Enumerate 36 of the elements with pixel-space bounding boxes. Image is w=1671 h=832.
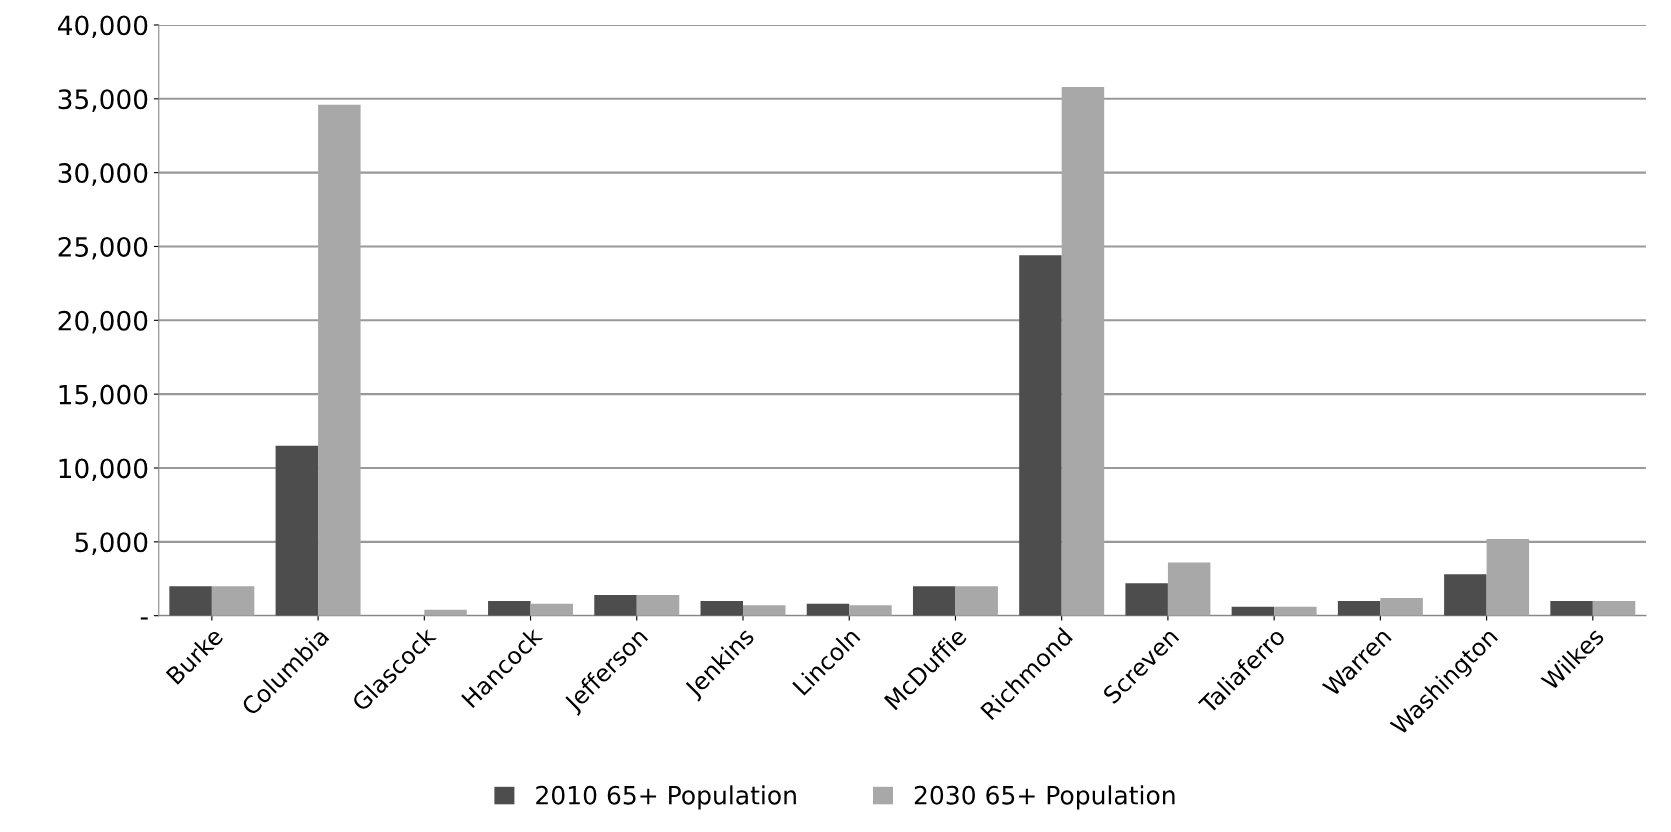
bar <box>912 586 956 616</box>
bar <box>1444 574 1487 616</box>
legend-label: 2030 65+ Population <box>914 785 1175 810</box>
bar <box>318 104 361 616</box>
y-tick-label: 15,000 <box>59 384 148 408</box>
bar <box>1550 600 1593 616</box>
bar <box>700 600 743 616</box>
y-tick-label: 20,000 <box>58 310 148 334</box>
bar <box>1486 538 1530 616</box>
bar <box>1380 597 1423 616</box>
bar <box>955 586 998 616</box>
bar <box>636 595 680 616</box>
y-tick-label: 5,000 <box>75 532 148 555</box>
y-tick-label: - <box>140 617 148 620</box>
bar <box>1592 600 1636 616</box>
y-tick-label: 10,000 <box>59 458 148 482</box>
bar <box>530 603 574 616</box>
bar <box>806 603 850 616</box>
bar <box>1061 86 1105 616</box>
bar <box>849 605 892 616</box>
bar <box>488 600 531 616</box>
bar <box>1125 583 1168 616</box>
bar <box>1274 606 1317 616</box>
bar <box>1337 600 1381 616</box>
bar <box>275 445 319 616</box>
legend-label: 2010 65+ Population <box>536 785 796 810</box>
bar <box>743 605 786 616</box>
y-tick-label: 25,000 <box>58 236 148 260</box>
bar <box>1167 562 1211 616</box>
bar <box>169 586 212 616</box>
y-tick-label: 40,000 <box>57 15 148 39</box>
y-tick-label: 30,000 <box>58 163 148 186</box>
bar <box>1019 255 1062 616</box>
y-tick-label: 35,000 <box>58 89 148 112</box>
bar <box>594 595 637 616</box>
bar <box>211 586 255 616</box>
